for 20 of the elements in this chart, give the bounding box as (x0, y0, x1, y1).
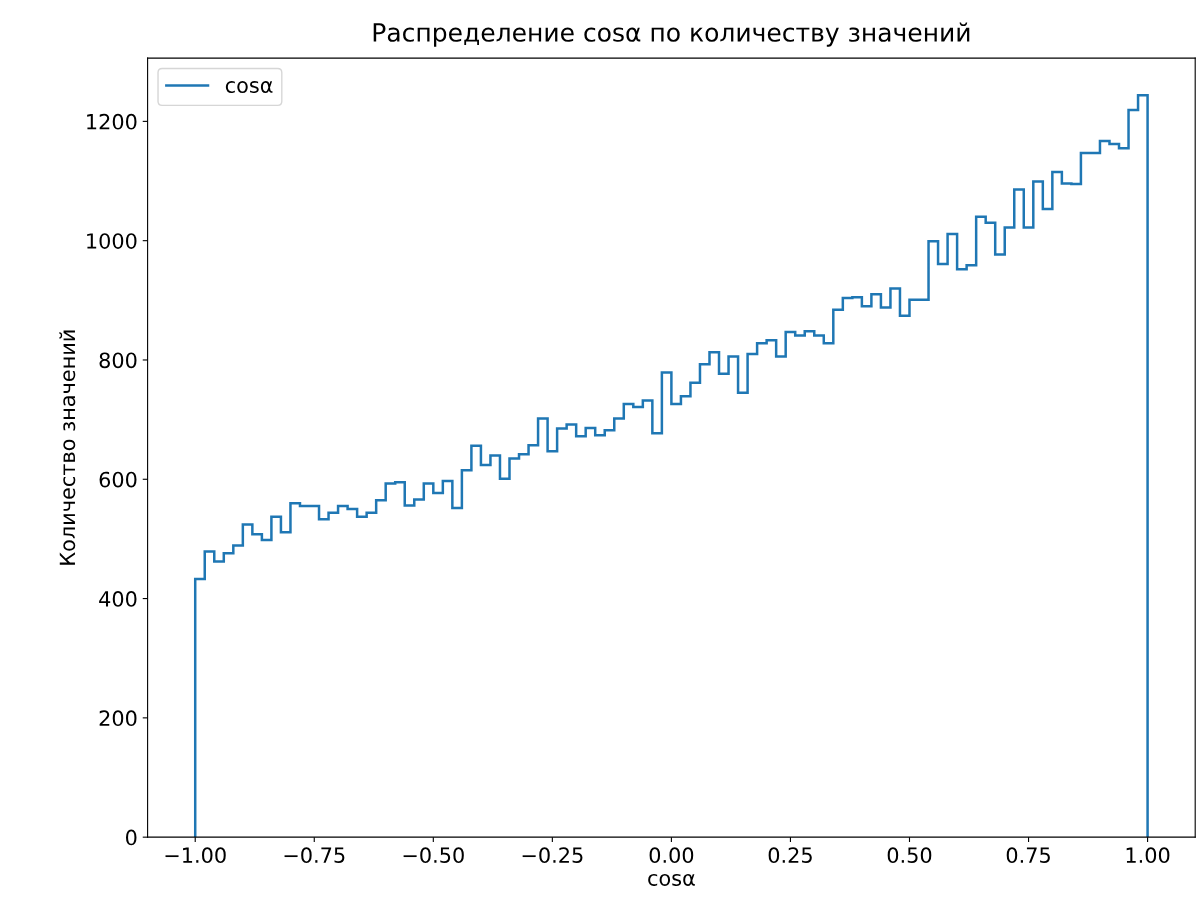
y-axis-title: Количество значений (59, 330, 76, 565)
x-tick-label: −0.25 (522, 847, 583, 864)
y-tick-label: 0 (126, 829, 137, 846)
legend-label: cosα (225, 81, 273, 94)
x-tick-label: 0.25 (768, 847, 812, 864)
x-tick-label: 0.00 (649, 847, 694, 864)
y-tick-label: 200 (99, 710, 137, 727)
x-tick-label: 0.75 (1006, 847, 1050, 864)
x-tick-label: 0.50 (887, 847, 932, 864)
x-tick-label: −0.75 (284, 847, 345, 864)
y-tick-label: 800 (99, 352, 137, 369)
chart-title: Распределение cosα по количеству значений (373, 22, 970, 47)
y-tick-label: 400 (99, 591, 137, 607)
x-tick-label: −0.50 (403, 847, 464, 864)
x-tick-label: 1.00 (1126, 847, 1170, 864)
x-axis-title: cosα (648, 873, 695, 886)
y-tick-label: 1200 (87, 113, 137, 130)
x-tick-label: −1.00 (165, 847, 226, 864)
y-tick-label: 1000 (87, 233, 137, 249)
y-tick-label: 600 (99, 471, 137, 488)
